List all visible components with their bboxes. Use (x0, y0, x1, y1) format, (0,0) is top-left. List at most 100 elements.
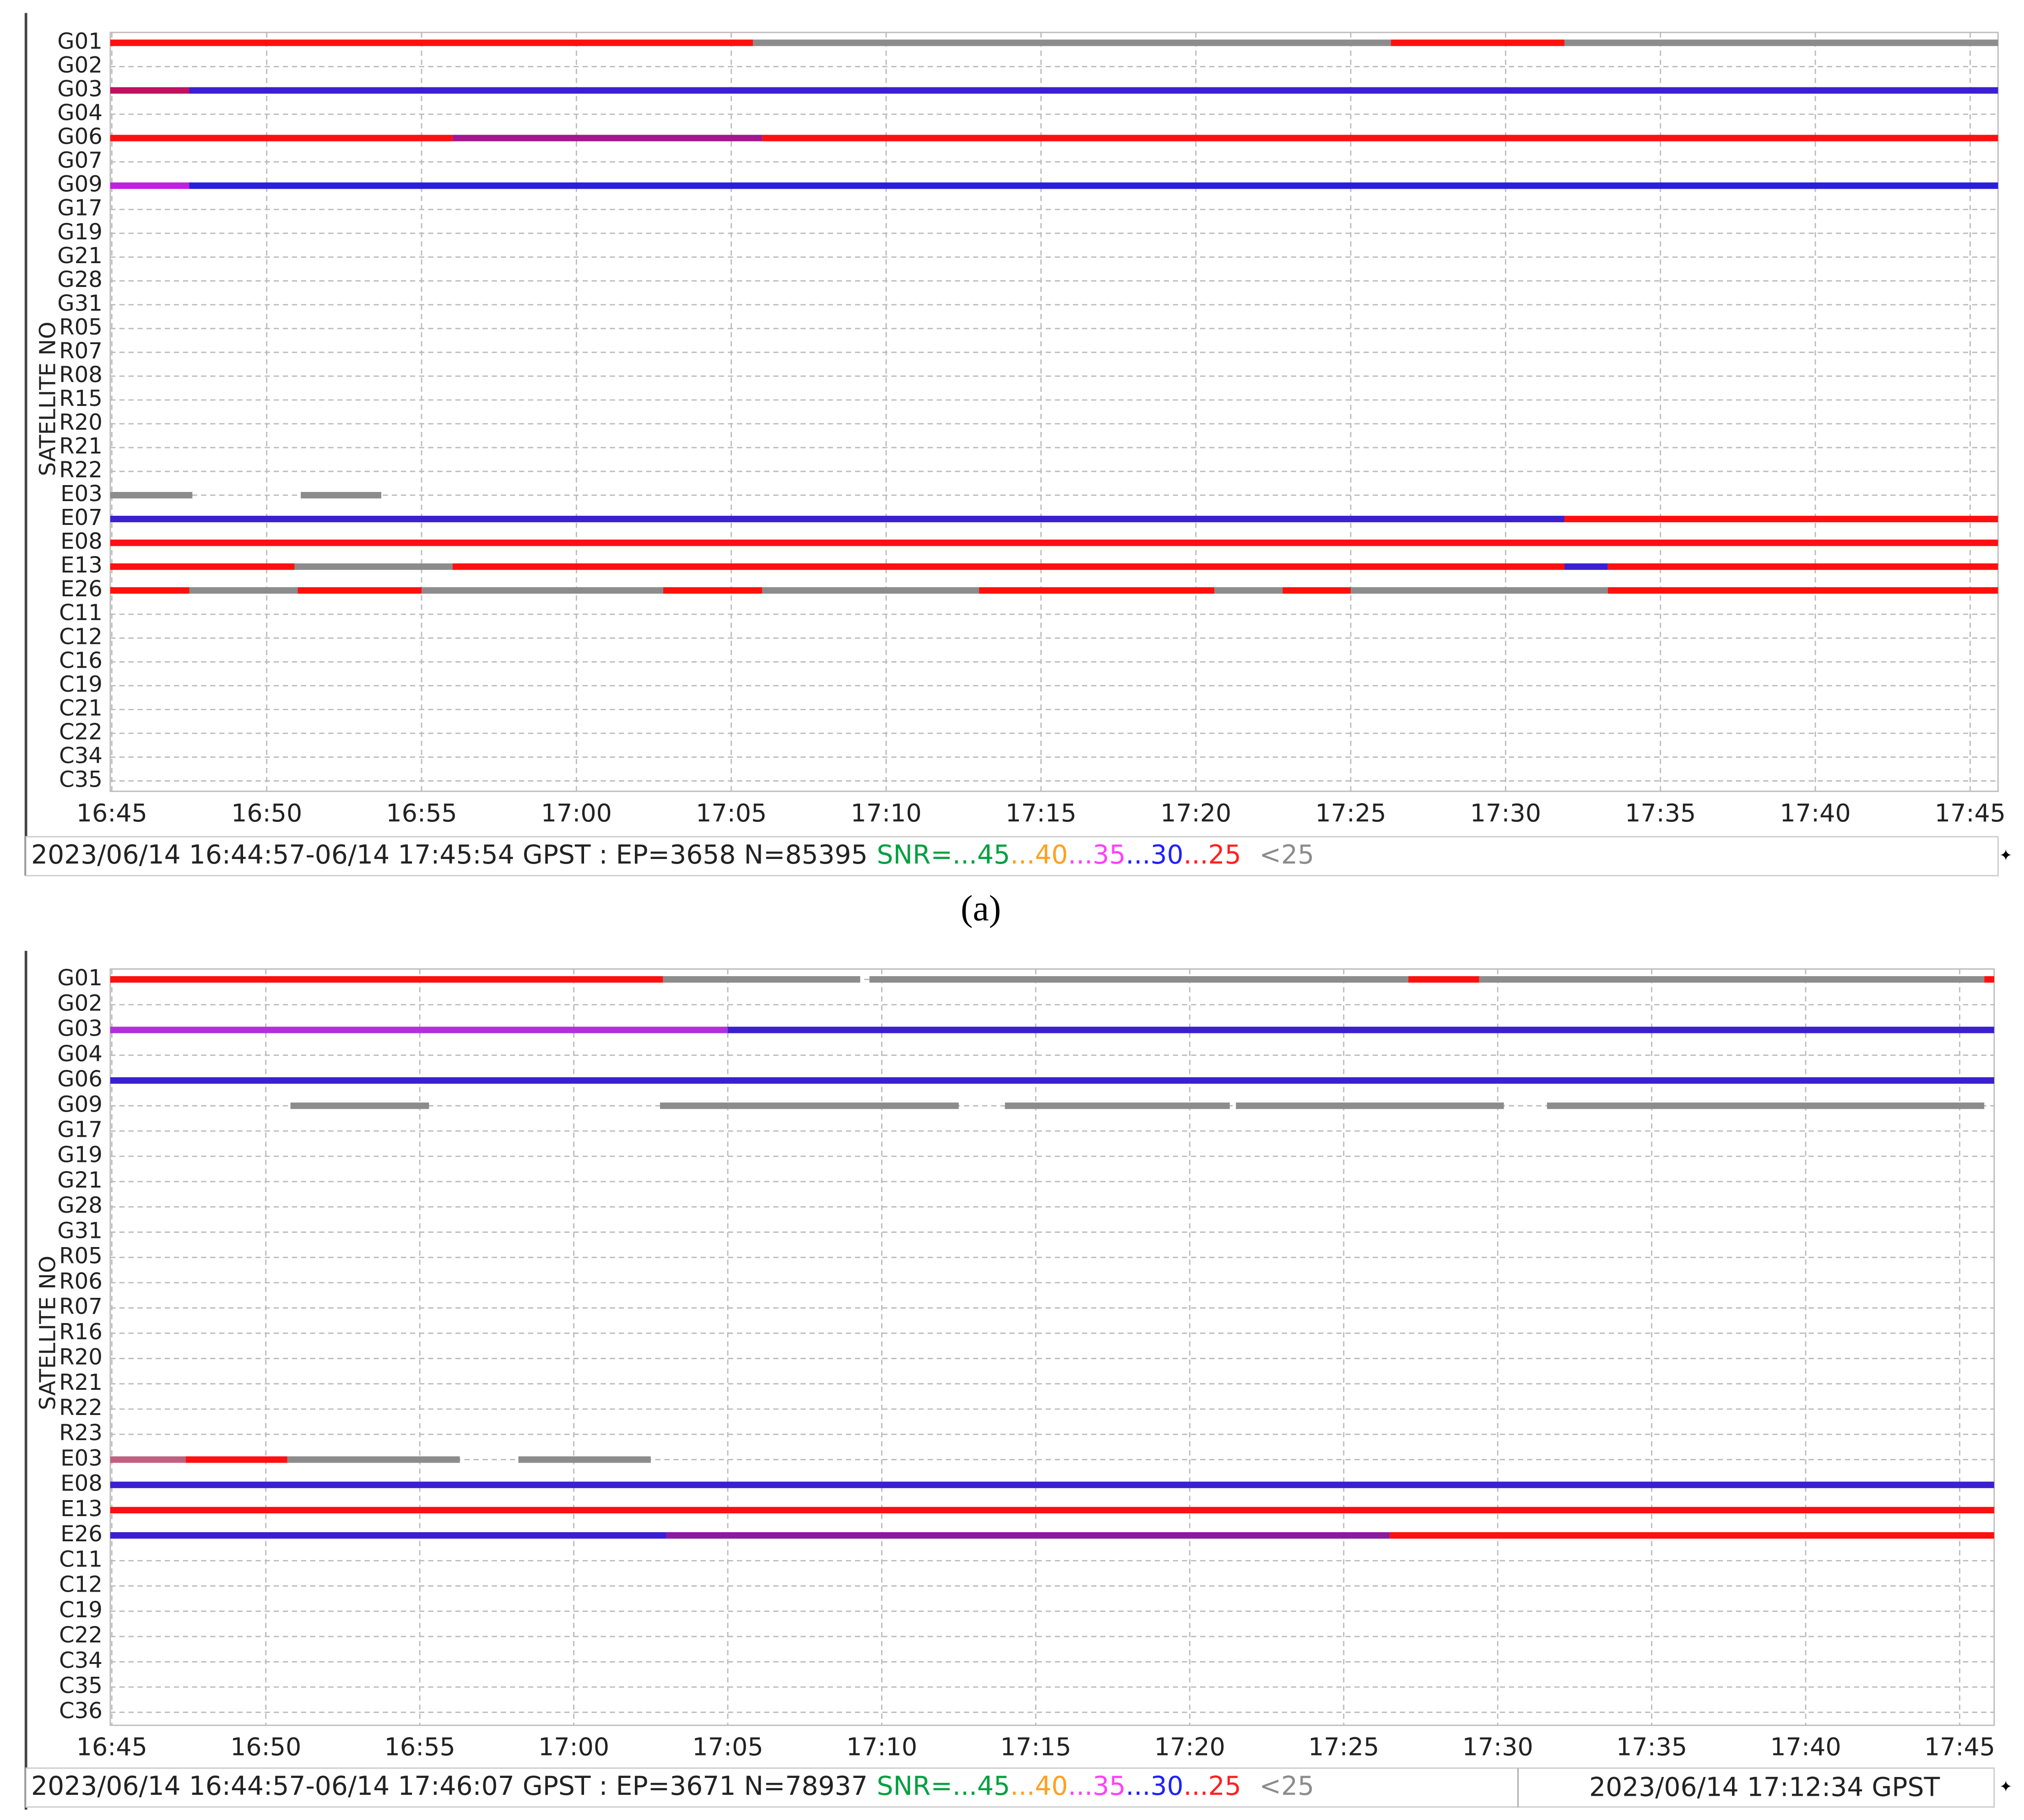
status-bar (25, 836, 1999, 876)
snr-segment (110, 1507, 1994, 1513)
satellite-label: G02 (57, 990, 103, 1016)
snr-segment (762, 135, 1998, 141)
snr-segment (518, 1456, 651, 1463)
plot-area (109, 968, 1995, 1726)
x-tick-label: 16:55 (384, 1733, 455, 1761)
satellite-label: C19 (59, 671, 103, 697)
satellite-label: C36 (59, 1698, 103, 1724)
satellite-label: G31 (57, 1218, 103, 1243)
snr-segment (1408, 976, 1479, 983)
satellite-label: G03 (57, 1016, 103, 1042)
status-marker: ✦ (1999, 1778, 2013, 1796)
x-tick-label: 17:20 (1160, 799, 1231, 827)
satellite-label: G03 (57, 76, 103, 102)
satellite-label: G01 (57, 29, 103, 54)
status-info: 2023/06/14 16:44:57-06/14 17:46:07 GPST … (31, 1771, 868, 1801)
satellite-label: C22 (59, 719, 103, 745)
satellite-label: G04 (57, 1041, 103, 1067)
x-tick-label: 17:05 (696, 799, 767, 827)
status-text: 2023/06/14 16:44:57-06/14 17:46:07 GPST … (31, 1771, 1314, 1801)
satellite-label: C35 (59, 1673, 103, 1698)
snr-segment (660, 1102, 959, 1109)
satellite-label: C21 (59, 695, 103, 721)
satellite-label: R20 (59, 410, 103, 435)
snr-legend-entry: ...35 (1068, 1771, 1126, 1801)
snr-segment (1607, 563, 1998, 570)
x-tick-label: 17:35 (1625, 799, 1696, 827)
x-tick-label: 16:50 (231, 799, 302, 827)
snr-legend-entry: ...40 (1010, 839, 1068, 869)
snr-segment (110, 540, 1998, 546)
caption: (a) (961, 888, 1001, 929)
satellite-label: C11 (59, 1546, 103, 1572)
snr-segment (110, 135, 453, 141)
snr-segment (110, 587, 189, 594)
x-tick-label: 17:40 (1770, 1733, 1841, 1761)
snr-segment (1214, 587, 1283, 594)
satellite-label: C35 (59, 767, 103, 792)
snr-segment (301, 492, 382, 499)
satellite-label: C11 (59, 600, 103, 626)
snr-segment (1479, 976, 1985, 983)
snr-segment (110, 1532, 666, 1539)
satellite-label: R05 (59, 1243, 103, 1269)
snr-segment (663, 587, 763, 594)
satellite-label: C12 (59, 624, 103, 649)
x-tick-label: 17:45 (1924, 1733, 1995, 1761)
status-bar (25, 1767, 1995, 1808)
snr-segment (422, 587, 663, 594)
satellite-label: E07 (60, 505, 103, 530)
satellite-label: R21 (59, 1370, 103, 1395)
snr-legend-entry: ...35 (1068, 839, 1126, 869)
x-tick-label: 17:45 (1935, 799, 2006, 827)
snr-segment (452, 135, 763, 141)
snr-segment (1564, 563, 1608, 570)
satellite-label: E03 (60, 481, 103, 507)
snr-segment (452, 563, 1564, 570)
snr-segment (1607, 587, 1998, 594)
x-tick-label: 17:00 (541, 799, 612, 827)
snr-segment (1547, 1102, 1985, 1109)
snr-segment (1390, 1532, 1994, 1539)
satellite-label: R15 (59, 386, 103, 411)
satellite-label: G19 (57, 219, 103, 245)
snr-segment (110, 1481, 1994, 1488)
satellite-label: E26 (60, 576, 103, 602)
snr-segment (1005, 1102, 1230, 1109)
snr-segment (753, 39, 1391, 46)
snr-segment (110, 492, 193, 499)
satellite-label: R22 (59, 457, 103, 483)
snr-segment (294, 563, 453, 570)
satellite-label: G19 (57, 1142, 103, 1168)
status-text: 2023/06/14 16:44:57-06/14 17:45:54 GPST … (31, 839, 1314, 869)
snr-segment (1351, 587, 1564, 594)
satellite-label: G17 (57, 195, 103, 221)
satellite-label: G09 (57, 1091, 103, 1117)
satellite-label: E03 (60, 1445, 103, 1471)
satellite-label: R21 (59, 433, 103, 459)
snr-segment (110, 182, 189, 189)
snr-segment (110, 563, 295, 570)
snr-segment (110, 39, 753, 46)
x-tick-label: 17:15 (1006, 799, 1077, 827)
snr-legend-entry: ...25 (1184, 1771, 1241, 1801)
satellite-label: G21 (57, 1167, 103, 1193)
plot-area (109, 32, 1999, 792)
snr-segment (1564, 516, 1998, 523)
satellite-label: E08 (60, 1471, 103, 1496)
snr-legend-entry: ...30 (1126, 1771, 1183, 1801)
x-tick-label: 17:30 (1462, 1733, 1533, 1761)
satellite-label: C34 (59, 743, 103, 768)
snr-segment (1564, 587, 1608, 594)
satellite-label: C16 (59, 648, 103, 673)
satellite-label: R16 (59, 1319, 103, 1345)
satellite-label: G06 (57, 1066, 103, 1092)
satellite-label: R22 (59, 1395, 103, 1420)
satellite-label: E13 (60, 552, 103, 578)
snr-segment (110, 516, 1564, 523)
snr-legend-entry: ...40 (1010, 1771, 1068, 1801)
satellite-label: R06 (59, 1269, 103, 1294)
x-tick-label: 16:45 (76, 1733, 147, 1761)
snr-segment (979, 587, 1215, 594)
y-axis-label: SATELLITE NO (35, 1256, 61, 1410)
